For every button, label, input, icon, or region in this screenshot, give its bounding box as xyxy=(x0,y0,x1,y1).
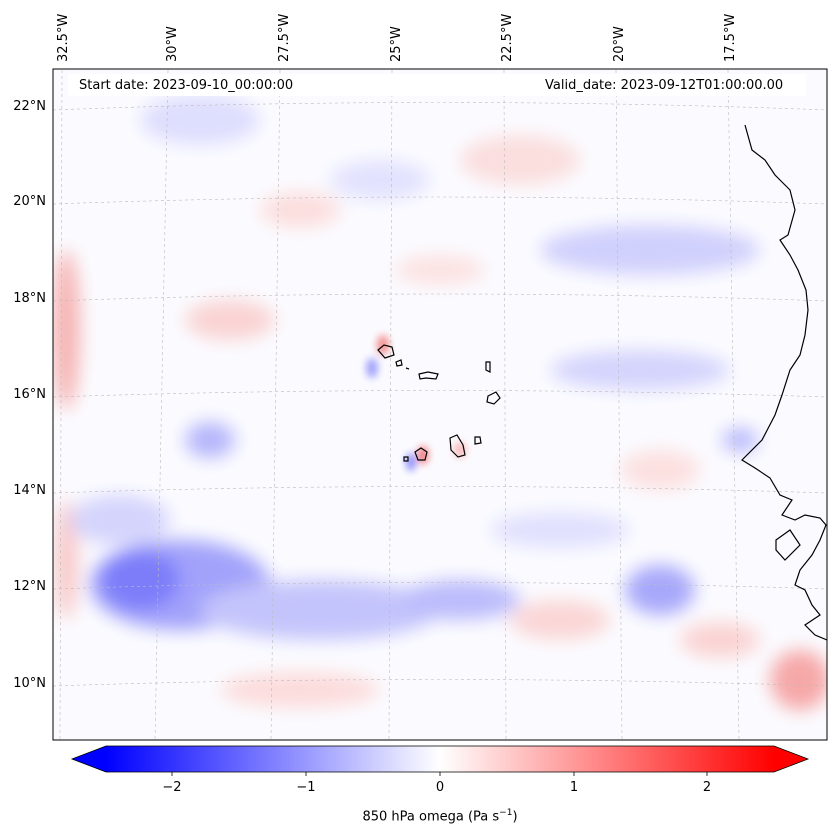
field-patch xyxy=(100,550,180,610)
map-frame xyxy=(52,68,828,741)
field-patch xyxy=(377,335,389,355)
graticule-lon-25w xyxy=(388,69,393,740)
island-santiago xyxy=(449,434,466,458)
field-patch xyxy=(200,580,440,640)
graticule-lon-17-5w xyxy=(727,69,740,740)
colorbar-title-close: ) xyxy=(512,809,518,825)
graticule-lat-14n xyxy=(53,486,827,494)
colorbar-label-1: 1 xyxy=(569,780,579,795)
colorbar-title: 850 hPa omega (Pa s−1) xyxy=(0,808,837,824)
lat-label-20n: 20°N xyxy=(13,194,46,209)
field-patch xyxy=(53,250,80,410)
field-patch xyxy=(185,422,235,458)
field-patch xyxy=(680,622,760,658)
field-patch xyxy=(260,192,340,228)
island-santo-antao xyxy=(377,344,395,359)
field-patch xyxy=(140,95,260,145)
field-patch xyxy=(366,358,378,378)
graticule-lat-16n xyxy=(53,390,827,398)
colorbar xyxy=(70,745,810,776)
graticule-lat-18n xyxy=(53,293,827,302)
island-boa-vista xyxy=(486,391,501,405)
island-fogo xyxy=(414,447,428,461)
field-patch xyxy=(395,255,485,285)
field-patch xyxy=(400,580,520,620)
graticule-lat-20n xyxy=(53,196,827,205)
field-patch xyxy=(406,453,416,471)
colorbar-title-text: 850 hPa omega (Pa s xyxy=(362,809,500,825)
field-patch xyxy=(70,495,170,545)
lat-label-16n: 16°N xyxy=(13,387,46,402)
cape-verde-islands xyxy=(377,344,501,462)
colorbar-title-exponent: −1 xyxy=(499,808,513,818)
field-patch xyxy=(185,300,275,340)
field-patch xyxy=(460,135,580,185)
colorbar-label-neg1: −1 xyxy=(296,780,316,795)
field-patch xyxy=(625,565,695,615)
colorbar-outline xyxy=(70,745,810,773)
graticule-lat-10n xyxy=(53,679,827,687)
field-patch xyxy=(54,500,78,620)
island-sao-vicente xyxy=(395,359,403,367)
valid-date-label: Valid_date: 2023-09-12T01:00:00.00 xyxy=(545,78,784,93)
date-strip xyxy=(68,74,806,96)
graticule-lon-22-5w xyxy=(503,69,507,740)
colorbar-max-extension xyxy=(774,746,808,772)
graticule-lat-12n xyxy=(53,582,827,590)
graticule-lon-20w xyxy=(615,69,623,740)
island-maio xyxy=(474,436,482,445)
colorbar-label-2: 2 xyxy=(702,780,712,795)
island-sal xyxy=(485,361,491,373)
field-patch xyxy=(550,350,730,390)
lat-label-10n: 10°N xyxy=(13,676,46,691)
field-patch xyxy=(620,450,700,490)
field-patch xyxy=(770,650,827,710)
africa-coastline xyxy=(741,124,827,641)
colorbar-label-0: 0 xyxy=(435,780,445,795)
start-date-label: Start date: 2023-09-10_00:00:00 xyxy=(79,78,294,93)
colorbar-ticks xyxy=(171,772,708,776)
field-patch xyxy=(330,160,430,200)
colorbar-label-neg2: −2 xyxy=(162,780,182,795)
field-patch xyxy=(490,512,630,548)
omega-field xyxy=(53,95,827,710)
lat-label-22n: 22°N xyxy=(13,99,46,114)
colorbar-min-extension xyxy=(72,746,106,772)
graticule-lon-27-5w xyxy=(270,69,281,740)
graticule-lon-32-5w xyxy=(59,69,63,740)
field-patch xyxy=(510,600,610,640)
africa-coastline-inlet xyxy=(775,529,801,561)
field-patch xyxy=(722,428,758,452)
graticule-lat-22n xyxy=(53,102,827,111)
colorbar-gradient xyxy=(106,746,774,772)
lat-label-18n: 18°N xyxy=(13,291,46,306)
graticule xyxy=(53,69,827,740)
island-santa-luzia xyxy=(405,367,410,370)
field-patch xyxy=(220,672,380,708)
field-patch xyxy=(540,225,760,275)
lat-label-12n: 12°N xyxy=(13,579,46,594)
island-sao-nicolau xyxy=(418,371,439,380)
island-brava xyxy=(403,456,409,462)
graticule-lon-30w xyxy=(154,69,169,740)
lat-label-14n: 14°N xyxy=(13,483,46,498)
